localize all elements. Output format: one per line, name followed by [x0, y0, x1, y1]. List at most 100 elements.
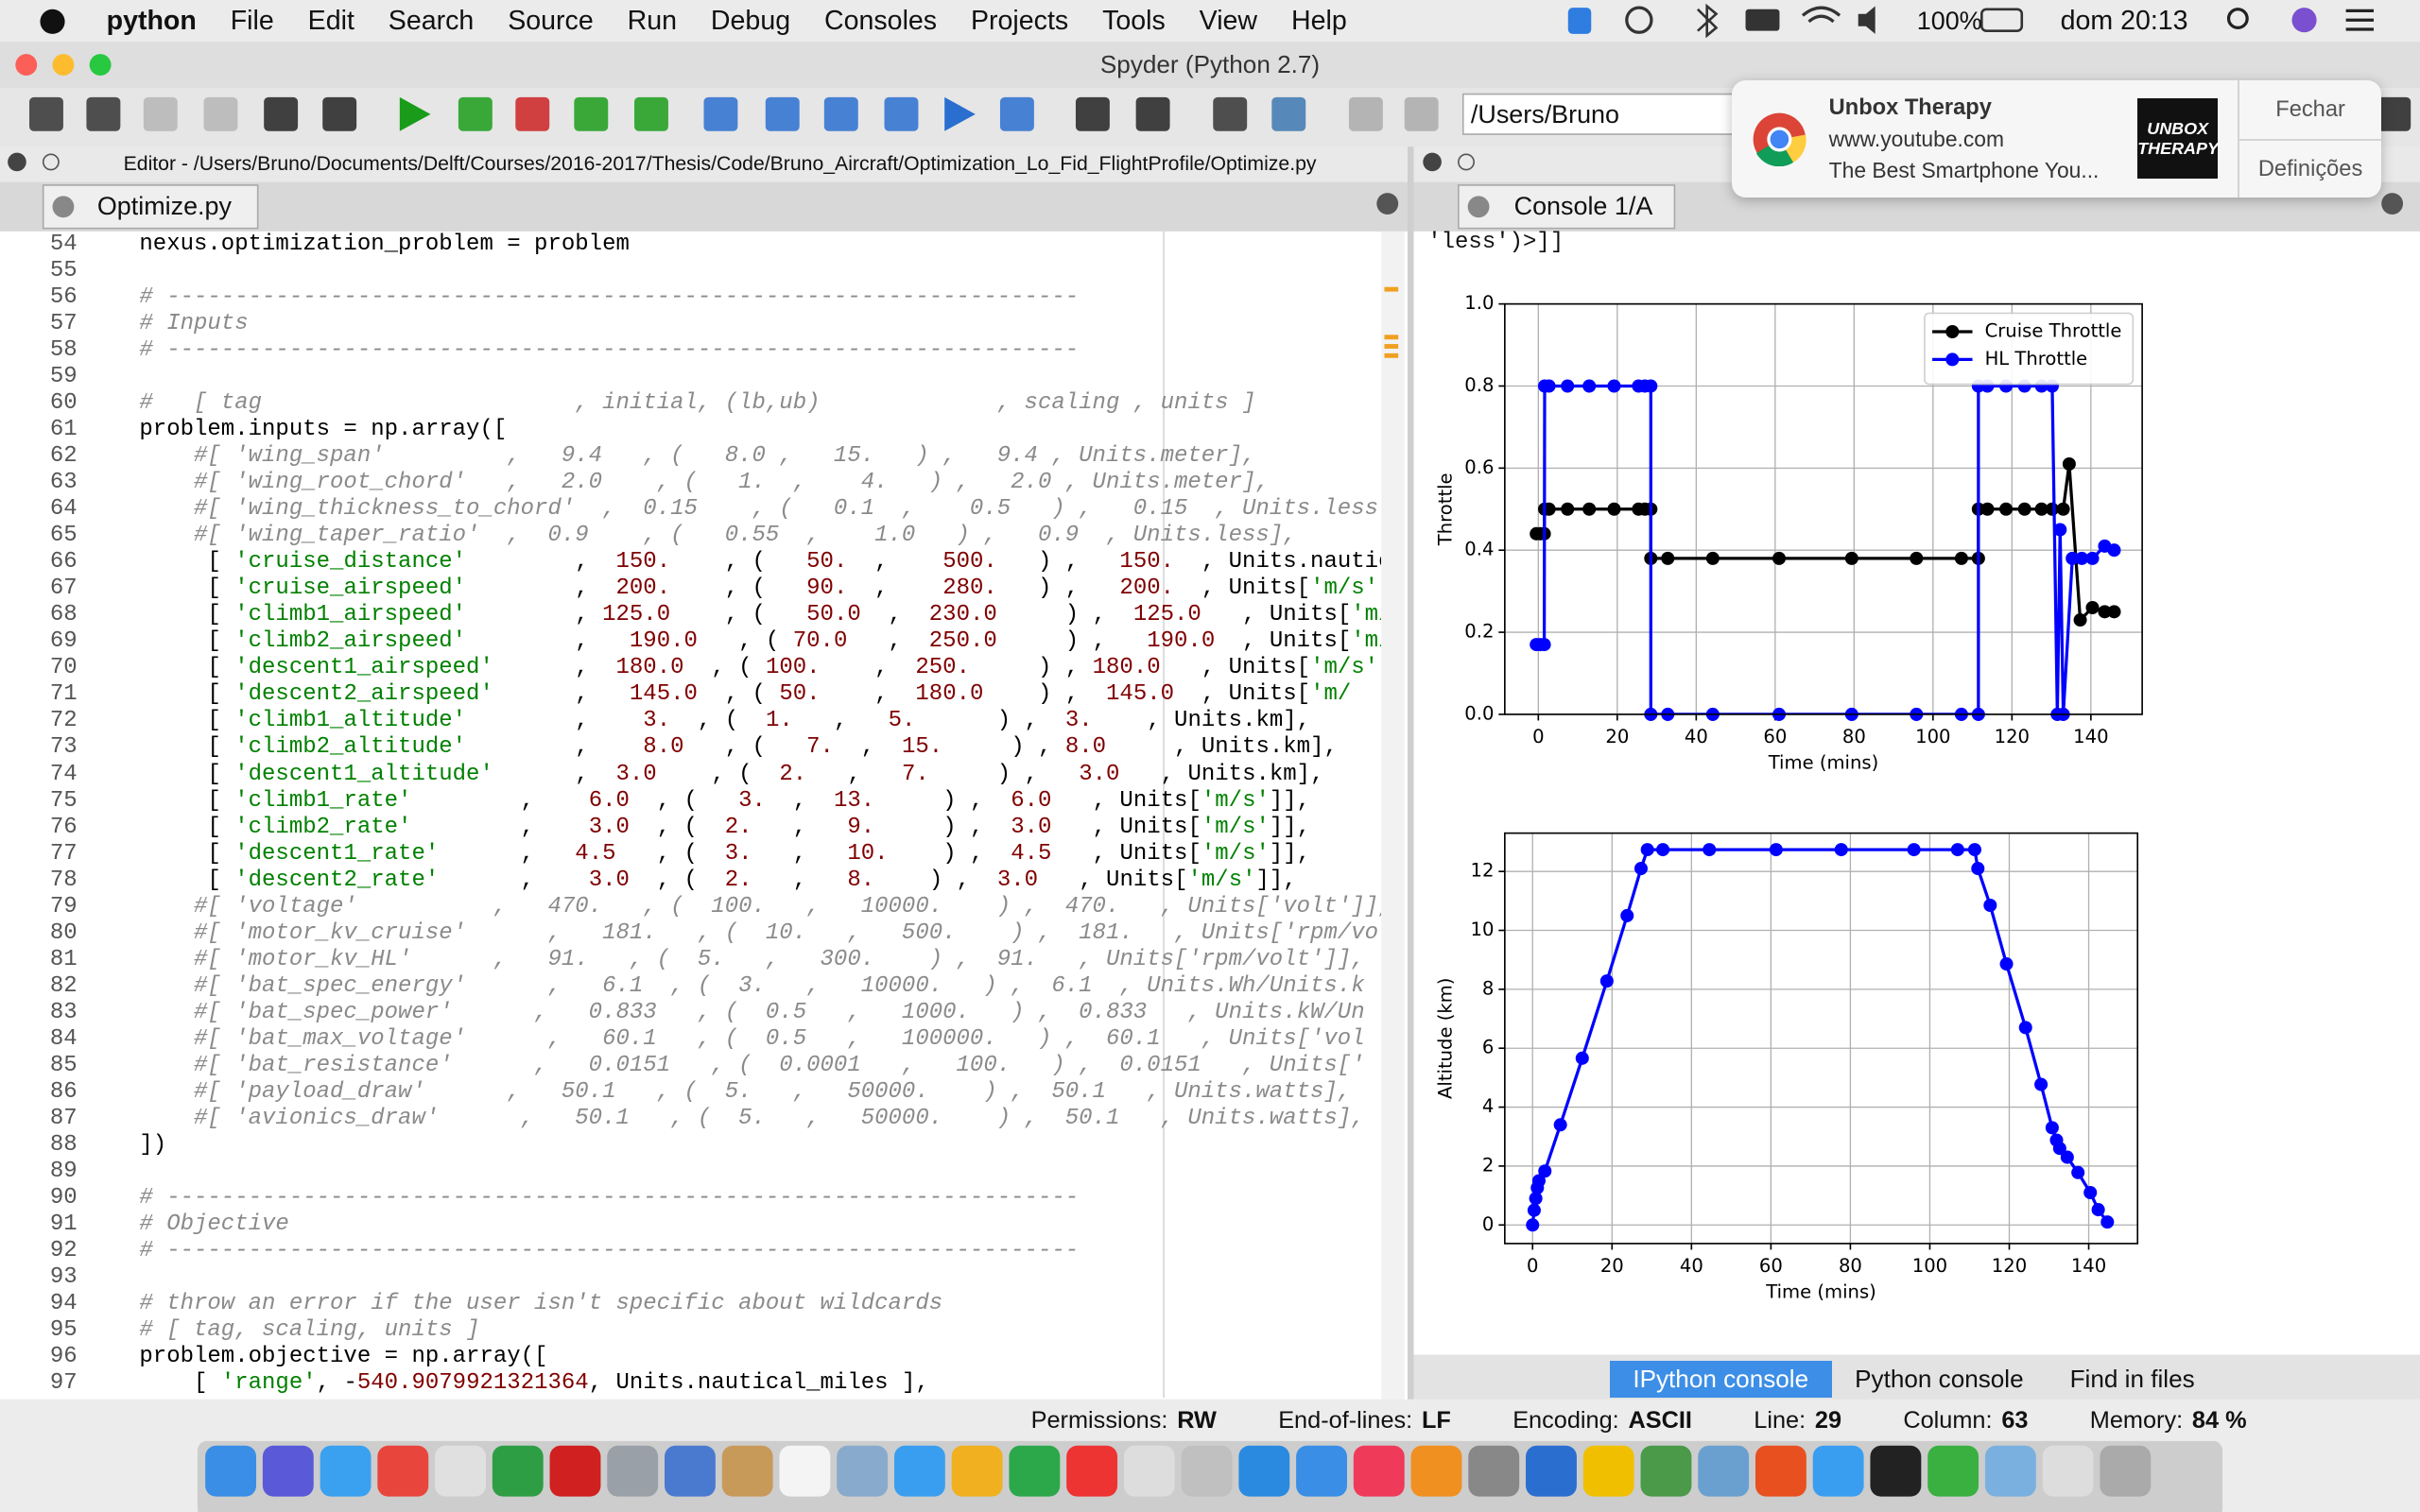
tool-button[interactable]: [944, 96, 976, 131]
console-tab[interactable]: Python console: [1855, 1365, 2024, 1393]
menu-item[interactable]: Search: [388, 6, 475, 36]
dock-icon[interactable]: [205, 1445, 257, 1497]
dock-icon[interactable]: [721, 1445, 773, 1497]
console-tab[interactable]: [1458, 184, 1676, 230]
dock-icon[interactable]: [1123, 1445, 1175, 1497]
editor-tab[interactable]: [42, 184, 259, 230]
dock-icon[interactable]: [665, 1445, 716, 1497]
dock-icon[interactable]: [1181, 1445, 1233, 1497]
search-icon[interactable]: [2226, 8, 2249, 30]
tool-button[interactable]: [399, 96, 431, 131]
dock-icon[interactable]: [779, 1445, 831, 1497]
siri-icon[interactable]: [2291, 8, 2317, 33]
scrollbar[interactable]: [1381, 231, 1405, 1400]
tool-button[interactable]: [86, 96, 121, 131]
console-tab[interactable]: Find in files: [2069, 1365, 2195, 1393]
menu-item[interactable]: Tools: [1102, 6, 1166, 36]
tool-button[interactable]: [703, 96, 738, 131]
options-gear[interactable]: [2381, 193, 2404, 215]
minimize-button[interactable]: [52, 54, 75, 76]
tool-button[interactable]: [823, 96, 858, 131]
tool-button[interactable]: [143, 96, 178, 131]
menu-item[interactable]: Consoles: [824, 6, 938, 36]
battery-icon[interactable]: [1980, 8, 2024, 32]
notification[interactable]: Unbox Therapy www.youtube.com The Best S…: [1731, 79, 2382, 198]
tool-button[interactable]: [1135, 96, 1170, 131]
tab-close[interactable]: [52, 196, 75, 218]
app-menu[interactable]: python: [106, 6, 197, 36]
menu-item[interactable]: Debug: [710, 6, 791, 36]
close-action[interactable]: Fechar: [2275, 96, 2345, 122]
tool-button[interactable]: [884, 96, 919, 131]
code-editor[interactable]: 54 nexus.optimization_problem = problem 5…: [0, 232, 1381, 1398]
menu-item[interactable]: File: [230, 6, 274, 36]
menu-item[interactable]: Run: [627, 6, 678, 36]
status-icon[interactable]: [1625, 6, 1653, 34]
tool-button[interactable]: [322, 96, 357, 131]
pane-close[interactable]: [1423, 152, 1442, 172]
dock-icon[interactable]: [320, 1445, 372, 1497]
dock-icon[interactable]: [1640, 1445, 1692, 1497]
dock-icon[interactable]: [1009, 1445, 1061, 1497]
tool-button[interactable]: [1348, 96, 1383, 131]
tool-button[interactable]: [203, 96, 238, 131]
dock-icon[interactable]: [951, 1445, 1003, 1497]
menu-item[interactable]: Help: [1290, 6, 1347, 36]
dock-icon[interactable]: [1582, 1445, 1634, 1497]
pane-close[interactable]: [8, 152, 26, 172]
menu-item[interactable]: Projects: [970, 6, 1069, 36]
dock-icon[interactable]: [1238, 1445, 1290, 1497]
dock-icon[interactable]: [1984, 1445, 2036, 1497]
tool-button[interactable]: [1213, 96, 1248, 131]
zoom-button[interactable]: [89, 54, 112, 76]
dock-icon[interactable]: [1812, 1445, 1864, 1497]
editor-tab-label[interactable]: Optimize.py: [96, 191, 232, 220]
status-icon[interactable]: [1801, 6, 1841, 24]
tool-button[interactable]: [29, 96, 63, 131]
dock-icon[interactable]: [893, 1445, 945, 1497]
tool-button[interactable]: [515, 96, 550, 131]
tool-button[interactable]: [1075, 96, 1110, 131]
dock-icon[interactable]: [1754, 1445, 1806, 1497]
dock-icon[interactable]: [837, 1445, 889, 1497]
tool-button[interactable]: [765, 96, 800, 131]
dock-icon[interactable]: [1296, 1445, 1347, 1497]
tool-button[interactable]: [634, 96, 668, 131]
status-icon[interactable]: [1696, 3, 1719, 39]
tool-button[interactable]: [264, 96, 299, 131]
dock-icon[interactable]: [2042, 1445, 2094, 1497]
dock-icon[interactable]: [1526, 1445, 1577, 1497]
dock-icon[interactable]: [435, 1445, 486, 1497]
dock-icon[interactable]: [549, 1445, 601, 1497]
console-tab-label[interactable]: Console 1/A: [1513, 191, 1653, 220]
path-text[interactable]: /Users/Bruno: [1470, 99, 1620, 129]
apple-logo[interactable]: [40, 9, 65, 34]
pane-undock[interactable]: [1458, 153, 1476, 171]
tab-close[interactable]: [1467, 196, 1490, 218]
path-box[interactable]: [1461, 93, 1737, 135]
dock-icon[interactable]: [2100, 1445, 2152, 1497]
settings-action[interactable]: Definições: [2257, 156, 2363, 181]
dock-icon[interactable]: [1353, 1445, 1405, 1497]
dock-icon[interactable]: [262, 1445, 314, 1497]
tool-button[interactable]: [1271, 96, 1306, 131]
console-tab[interactable]: IPython console: [1609, 1361, 1832, 1399]
status-icon[interactable]: [1567, 8, 1592, 34]
dock-icon[interactable]: [1870, 1445, 1922, 1497]
dock-icon[interactable]: [377, 1445, 429, 1497]
status-icon[interactable]: [1858, 6, 1876, 34]
tool-button[interactable]: [574, 96, 609, 131]
tool-button[interactable]: [458, 96, 493, 131]
list-icon[interactable]: [2345, 9, 2375, 31]
dock-icon[interactable]: [1468, 1445, 1520, 1497]
status-icon[interactable]: [1745, 9, 1780, 31]
dock-icon[interactable]: [1410, 1445, 1462, 1497]
tool-button[interactable]: [999, 96, 1034, 131]
dock-icon[interactable]: [1698, 1445, 1750, 1497]
dock-icon[interactable]: [607, 1445, 659, 1497]
menu-item[interactable]: Source: [508, 6, 594, 36]
close-button[interactable]: [15, 54, 38, 76]
tool-button[interactable]: [2377, 96, 2411, 131]
options-gear[interactable]: [1376, 193, 1399, 215]
dock-icon[interactable]: [492, 1445, 544, 1497]
